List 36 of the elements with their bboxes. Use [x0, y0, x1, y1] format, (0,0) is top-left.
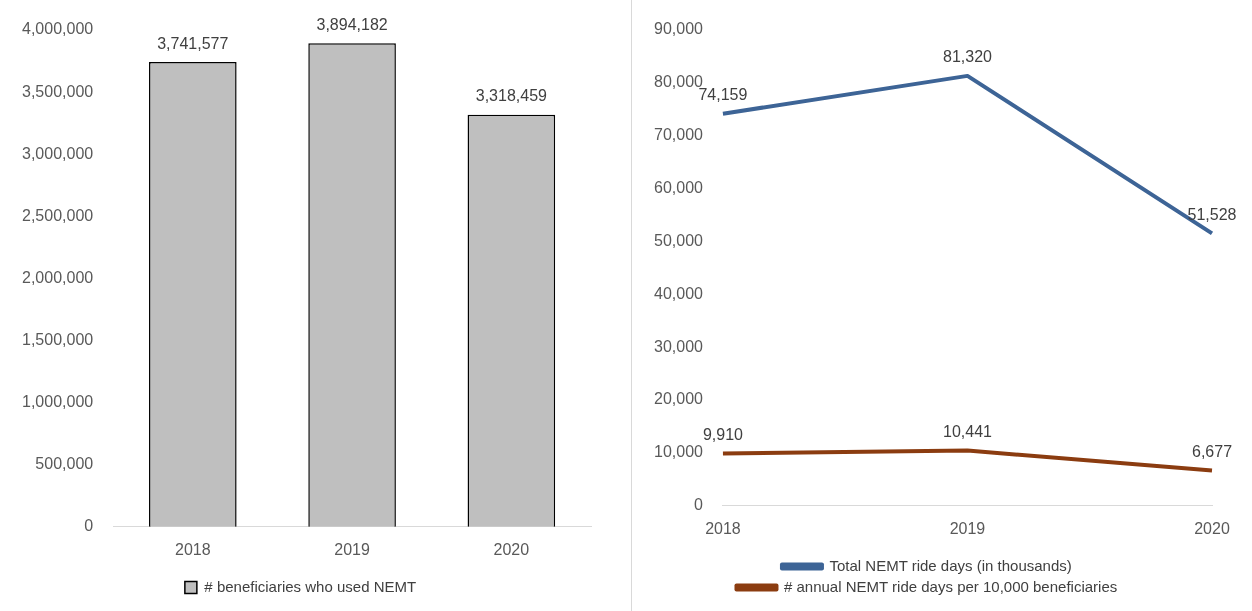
y-tick-label: 3,500,000	[21, 82, 94, 100]
y-tick-label: 0	[694, 496, 704, 514]
y-tick-label: 4,000,000	[21, 20, 94, 38]
y-tick-label: 0	[84, 517, 94, 535]
x-tick-label: 2020	[1194, 519, 1230, 537]
y-tick-label: 2,500,000	[21, 206, 94, 224]
data-label: 74,159	[698, 86, 748, 104]
y-tick-label: 2,000,000	[21, 268, 94, 286]
data-label: 3,318,459	[475, 87, 548, 105]
x-tick-label: 2018	[175, 540, 211, 558]
y-tick-label: 50,000	[654, 231, 704, 249]
x-tick-label: 2018	[705, 519, 741, 537]
y-tick-label: 40,000	[654, 284, 704, 302]
x-tick-label: 2020	[493, 540, 530, 558]
data-label: 3,894,182	[316, 15, 388, 33]
data-label: 51,528	[1187, 205, 1237, 223]
y-tick-label: 3,000,000	[21, 144, 94, 162]
data-label: 10,441	[943, 423, 993, 441]
y-tick-label: 90,000	[654, 20, 704, 38]
legend-label: # beneficiaries who used NEMT	[204, 577, 417, 595]
legend-label: # annual NEMT ride days per 10,000 beneficiaries	[783, 577, 1118, 595]
x-tick-label: 2019	[334, 540, 370, 558]
data-label: 6,677	[1191, 442, 1233, 460]
y-tick-label: 1,500,000	[21, 330, 94, 348]
data-label: 81,320	[943, 48, 993, 66]
y-tick-label: 30,000	[654, 337, 704, 355]
y-tick-label: 60,000	[654, 179, 704, 197]
data-label: 9,910	[702, 425, 744, 443]
x-tick-label: 2019	[949, 519, 986, 537]
data-label: 3,741,577	[157, 34, 229, 52]
y-tick-label: 20,000	[654, 390, 704, 408]
y-tick-label: 500,000	[35, 455, 94, 473]
y-tick-label: 70,000	[654, 126, 704, 144]
y-tick-label: 1,000,000	[21, 393, 94, 411]
y-tick-label: 10,000	[654, 443, 704, 461]
legend-label: Total NEMT ride days (in thousands)	[829, 556, 1072, 574]
